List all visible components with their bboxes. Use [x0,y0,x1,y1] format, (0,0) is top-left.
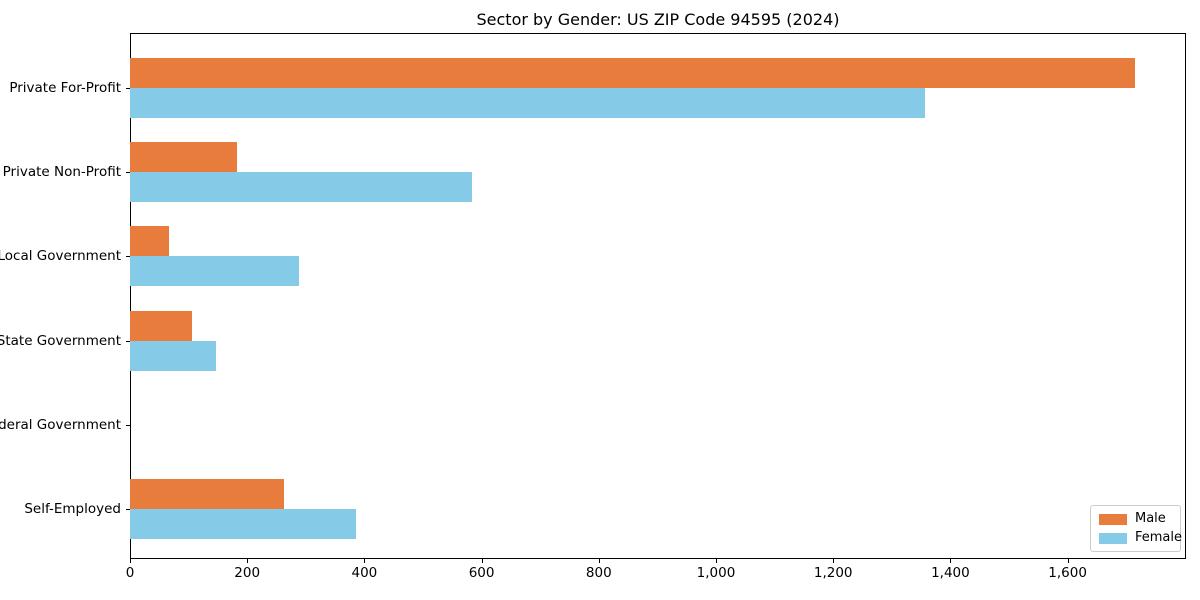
bar-male-4 [130,310,192,341]
x-axis-label-200: 200 [234,565,261,581]
x-tick [716,559,717,563]
legend-entry-female: Female [1099,530,1182,546]
y-axis-label-1: Private For-Profit [9,80,121,96]
legend-label-male: Male [1135,511,1166,526]
x-axis-label-600: 600 [468,565,495,581]
y-axis-label-2: Private Non-Profit [2,164,121,181]
bar-male-6 [130,479,284,509]
chart-title: Sector by Gender: US ZIP Code 94595 (202… [476,10,840,29]
x-axis-label-1,200: 1,200 [813,565,853,581]
x-tick [1067,559,1069,563]
x-tick [130,559,131,563]
bars-layer [130,33,1186,559]
x-axis-label-1,000: 1,000 [696,565,736,581]
bar-female-3 [130,256,300,287]
x-axis-label-0: 0 [125,565,135,581]
bar-male-2 [130,142,238,173]
female-swatch [1099,532,1127,544]
x-tick [364,559,366,563]
y-axis-label-5: Federal Government [0,416,121,433]
male-swatch [1099,513,1127,525]
bar-male-1 [130,58,1136,88]
x-axis-label-1,600: 1,600 [1048,565,1087,581]
y-axis-label-4: State Government [0,332,121,349]
y-axis-label-3: Local Government [0,248,121,265]
x-tick [950,559,952,563]
x-tick [833,559,835,563]
legend: Male Female [1090,505,1182,552]
bar-female-1 [130,88,925,118]
x-tick [481,559,483,563]
x-tick [247,559,249,563]
bar-female-6 [130,509,357,539]
bar-female-4 [130,340,217,371]
y-axis-label-6: Self-Employed [24,501,121,517]
legend-label-female: Female [1135,530,1183,545]
x-axis-label-800: 800 [585,565,612,581]
x-axis-label-400: 400 [351,565,378,581]
plot-area: Male Female [130,33,1186,559]
legend-entry-male: Male [1099,511,1173,527]
x-tick [598,559,600,563]
bar-female-2 [130,172,472,203]
bar-male-3 [130,226,169,257]
x-axis-label-1,400: 1,400 [931,565,970,581]
